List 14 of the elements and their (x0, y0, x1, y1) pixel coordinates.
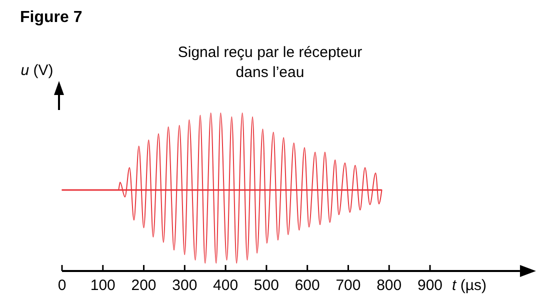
x-tick-label: 300 (172, 277, 198, 294)
x-tick-label: 0 (58, 277, 66, 294)
x-tick-label: 500 (254, 277, 279, 294)
x-axis-title: t (µs) (452, 277, 486, 294)
x-tick-label: 100 (90, 277, 116, 294)
x-tick-label: 400 (213, 277, 238, 294)
x-tick-label: 600 (294, 277, 320, 294)
chart-subtitle: Signal reçu par le récepteur dans l’eau (178, 44, 362, 81)
x-tick-label: 200 (131, 277, 156, 294)
x-tick-label: 700 (336, 277, 361, 294)
chart-title: Figure 7 (20, 9, 82, 26)
x-tick-label: 800 (376, 277, 402, 294)
y-axis-title: u (V) (20, 62, 54, 79)
x-tick-label: 900 (417, 277, 443, 294)
